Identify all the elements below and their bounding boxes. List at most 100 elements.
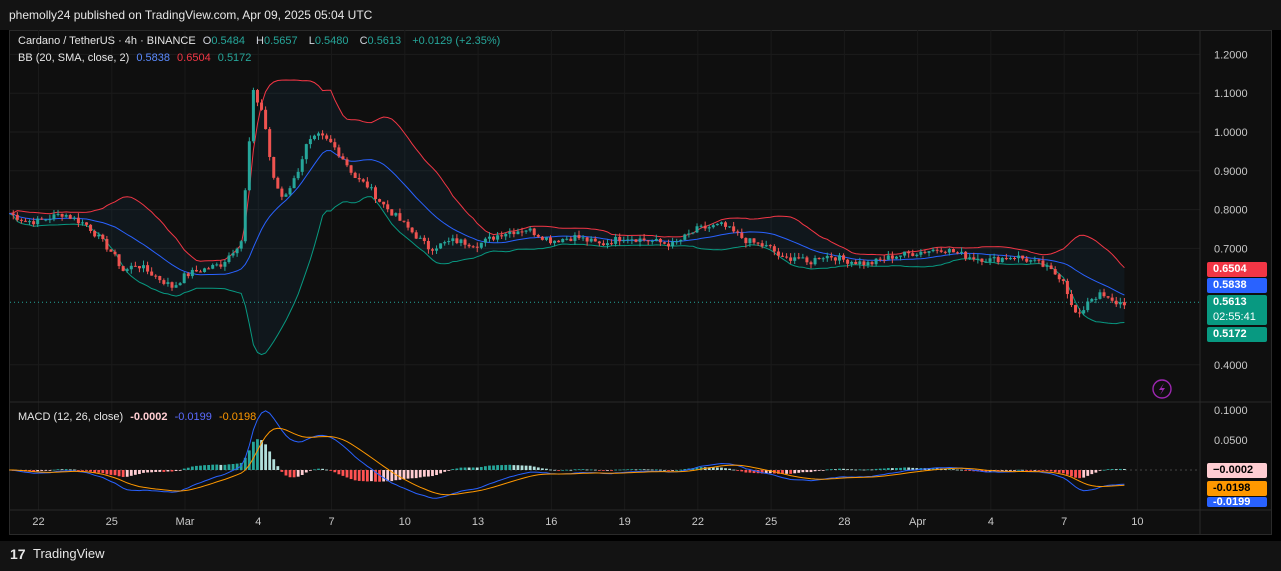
- macd-histogram-bar: [325, 469, 329, 471]
- candle-body: [976, 258, 980, 260]
- macd-histogram-bar: [72, 469, 76, 471]
- macd-histogram-bar: [76, 470, 80, 471]
- candle-body: [1000, 257, 1004, 263]
- candle-body: [687, 233, 691, 235]
- candle-body: [182, 273, 186, 284]
- macd-histogram-bar: [451, 469, 455, 470]
- symbol-legend: Cardano / TetherUS · 4h · BINANCE O0.548…: [18, 35, 504, 47]
- macd-histogram-bar: [256, 439, 259, 470]
- candle-body: [260, 102, 264, 110]
- macd-histogram-bar: [121, 470, 125, 477]
- candle-body: [475, 246, 479, 248]
- candle-body: [207, 268, 211, 270]
- candle-body: [463, 239, 467, 245]
- candle-body: [72, 217, 76, 219]
- macd-histogram-bar: [878, 468, 882, 470]
- macd-histogram-bar: [793, 470, 797, 474]
- candle-body: [915, 254, 919, 256]
- macd-histogram-bar: [728, 468, 731, 470]
- candle-body: [1004, 257, 1008, 260]
- macd-histogram-bar: [805, 470, 809, 473]
- macd-histogram-bar: [235, 463, 239, 470]
- bb-lower-line: [8, 196, 1125, 356]
- candle-body: [284, 194, 288, 197]
- candle-body: [353, 172, 357, 179]
- candle-body: [886, 255, 890, 260]
- macd-line-tag: -0.0199: [1207, 497, 1267, 507]
- candle-body: [630, 239, 634, 241]
- macd-histogram-bar: [947, 468, 951, 470]
- candle-body: [64, 215, 68, 217]
- macd-histogram-bar: [133, 470, 137, 475]
- candle-body: [101, 234, 105, 240]
- candle-body: [150, 271, 154, 276]
- macd-histogram-bar: [414, 470, 418, 479]
- macd-histogram-bar: [699, 467, 703, 470]
- macd-signal-line: [9, 427, 1125, 496]
- candle-body: [178, 283, 182, 286]
- macd-histogram-bar: [1118, 468, 1122, 470]
- macd-histogram-bar: [44, 470, 48, 471]
- candle-body: [264, 109, 268, 130]
- candle-body: [512, 231, 516, 235]
- candle-body: [622, 240, 626, 242]
- macd-histogram-bar: [158, 470, 162, 472]
- candle-body: [972, 257, 976, 260]
- macd-histogram-bar: [618, 469, 622, 471]
- macd-signal-value: -0.0198: [218, 411, 257, 423]
- candle-body: [614, 236, 618, 244]
- chart-frame[interactable]: [9, 30, 1272, 535]
- candle-body: [390, 209, 394, 216]
- candle-body: [805, 257, 809, 263]
- macd-hist-tag: −0.0002: [1207, 463, 1267, 478]
- macd-histogram-bar: [1086, 470, 1090, 476]
- macd-histogram-bar: [724, 468, 727, 470]
- macd-histogram-bar: [174, 470, 178, 472]
- candle-body: [117, 254, 121, 267]
- candle-body: [137, 265, 141, 269]
- macd-histogram-bar: [980, 470, 984, 472]
- lightning-icon[interactable]: [1152, 379, 1172, 399]
- candle-body: [813, 258, 817, 265]
- macd-histogram-bar: [638, 469, 642, 471]
- x-tick-label: 25: [765, 516, 777, 528]
- macd-histogram-bar: [48, 470, 52, 471]
- bollinger-bands: [8, 79, 1125, 356]
- candle-body: [414, 232, 418, 239]
- macd-histogram-bar: [378, 470, 381, 482]
- macd-histogram-bar: [113, 470, 117, 476]
- macd-histogram-bar: [227, 464, 231, 470]
- candle-body: [162, 280, 166, 284]
- candle-body: [764, 245, 768, 247]
- candle-body: [40, 218, 44, 220]
- candle-body: [93, 231, 97, 237]
- y-tick-label: 1.1000: [1214, 88, 1248, 100]
- macd-histogram-bar: [890, 468, 894, 470]
- candle-body: [964, 251, 968, 259]
- candle-body: [768, 245, 772, 247]
- macd-histogram-bar: [565, 469, 569, 471]
- x-tick-label: 10: [1131, 516, 1143, 528]
- candle-body: [44, 219, 48, 221]
- candle-body: [1049, 265, 1053, 270]
- candle-body: [215, 264, 219, 266]
- macd-histogram-bar: [715, 467, 719, 470]
- x-tick-label: 4: [255, 516, 261, 528]
- macd-histogram-bar: [720, 467, 723, 470]
- macd-histogram-bar: [825, 469, 829, 471]
- macd-signal-tag: -0.0198: [1207, 481, 1267, 496]
- candle-body: [715, 223, 719, 226]
- macd-histogram-bar: [435, 470, 438, 476]
- candle-body: [1008, 258, 1012, 260]
- candle-body: [846, 259, 850, 264]
- macd-histogram-bar: [154, 470, 158, 472]
- macd-histogram-bar: [284, 470, 288, 476]
- candle-body: [581, 237, 585, 239]
- macd-histogram-bar: [866, 469, 870, 471]
- candle-body: [443, 242, 447, 244]
- macd-histogram-bar: [492, 465, 495, 470]
- candle-body: [711, 225, 715, 228]
- candle-body: [561, 238, 565, 243]
- macd-histogram-bar: [304, 470, 308, 473]
